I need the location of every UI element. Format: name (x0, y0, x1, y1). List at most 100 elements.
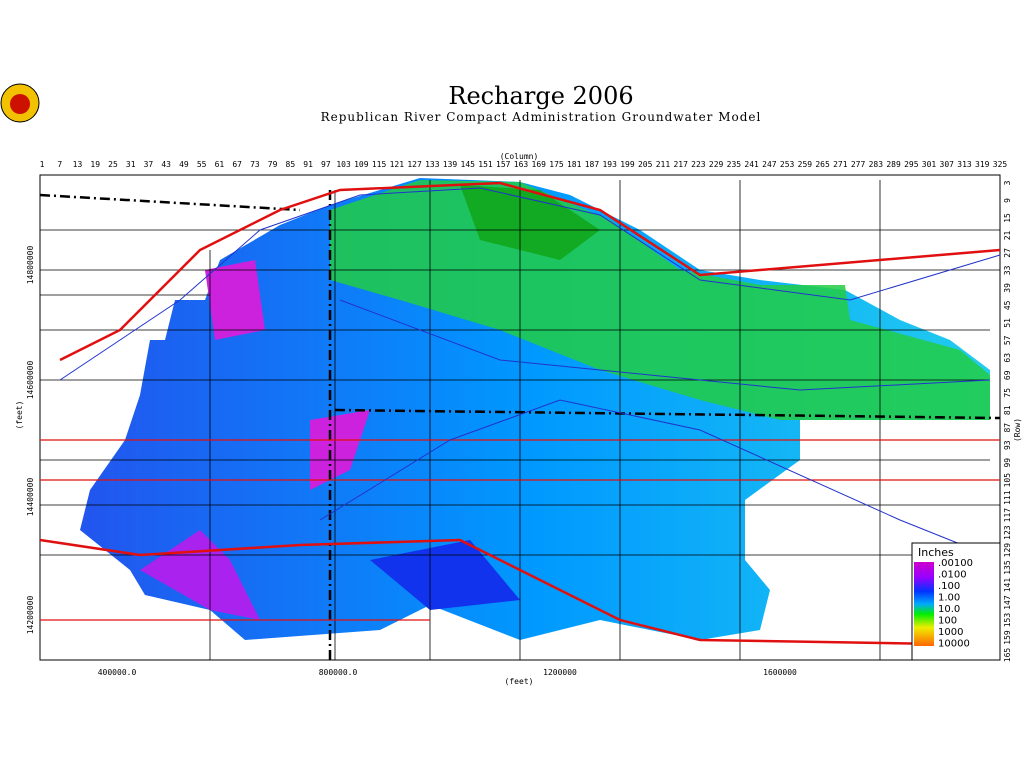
column-tick-label: 169 (532, 160, 547, 169)
column-tick-label: 289 (886, 160, 901, 169)
column-tick-label: 211 (656, 160, 671, 169)
legend-label: 100 (938, 616, 957, 627)
row-tick-label: 99 (1003, 458, 1012, 468)
legend-label: 1000 (938, 627, 963, 638)
road-north (59, 181, 1001, 362)
row-tick-label: 141 (1003, 578, 1012, 593)
column-tick-label: 301 (922, 160, 937, 169)
column-label: (Column) (500, 152, 539, 161)
row-tick-label: 93 (1003, 440, 1012, 450)
column-tick-label: 199 (620, 160, 635, 169)
column-tick-label: 205 (638, 160, 653, 169)
column-tick-label: 319 (975, 160, 990, 169)
column-tick-label: 79 (268, 160, 278, 169)
logo (0, 83, 40, 123)
y-axis-label: (feet) (15, 401, 24, 430)
roads (39, 181, 1001, 647)
column-tick-label: 121 (390, 160, 405, 169)
column-tick-label: 181 (567, 160, 582, 169)
column-tick-label: 1 (40, 160, 45, 169)
column-tick-label: 31 (126, 160, 136, 169)
column-tick-label: 19 (90, 160, 100, 169)
column-tick-label: 103 (336, 160, 351, 169)
legend-title: Inches (918, 546, 954, 559)
row-tick-label: 27 (1003, 248, 1012, 258)
y-tick-label: 14800000 (26, 246, 35, 285)
x-axis-label: (feet) (505, 677, 534, 686)
river-platte (59, 187, 1001, 381)
column-tick-label: 307 (940, 160, 955, 169)
row-tick-label: 147 (1003, 595, 1012, 610)
title: Recharge 2006 (448, 82, 633, 110)
legend-label: 10.0 (938, 604, 960, 615)
river-republican (339, 299, 991, 391)
x-tick-label: 1600000 (763, 668, 797, 677)
legend-label: .0100 (938, 570, 967, 581)
column-tick-label: 271 (833, 160, 848, 169)
y-tick-label: 14200000 (26, 596, 35, 635)
state-line (39, 193, 1001, 420)
column-tick-label: 13 (73, 160, 83, 169)
subtitle: Republican River Compact Administration … (321, 110, 762, 124)
column-tick-label: 91 (303, 160, 313, 169)
x-tick-label: 400000.0 (98, 668, 137, 677)
column-tick-label: 37 (144, 160, 154, 169)
column-tick-label: 253 (780, 160, 795, 169)
column-tick-label: 55 (197, 160, 207, 169)
row-tick-label: 81 (1003, 405, 1012, 415)
column-tick-label: 49 (179, 160, 189, 169)
row-tick-label: 57 (1003, 335, 1012, 345)
legend: Inches (911, 542, 1001, 661)
row-tick-label: 111 (1003, 490, 1012, 505)
row-tick-label: 69 (1003, 370, 1012, 380)
row-tick-label: 87 (1003, 423, 1012, 433)
row-tick-label: 3 (1003, 180, 1012, 185)
column-tick-label: 217 (673, 160, 688, 169)
column-tick-label: 235 (727, 160, 742, 169)
column-tick-label: 7 (57, 160, 62, 169)
row-tick-label: 39 (1003, 283, 1012, 293)
logo-apple (10, 94, 30, 114)
column-tick-label: 43 (161, 160, 171, 169)
row-tick-label: 75 (1003, 388, 1012, 398)
x-tick-label: 1200000 (543, 668, 577, 677)
column-tick-label: 187 (585, 160, 600, 169)
column-tick-label: 151 (478, 160, 493, 169)
column-tick-label: 139 (443, 160, 458, 169)
row-tick-label: 51 (1003, 318, 1012, 328)
rivers (59, 187, 1001, 561)
legend-colorbar (914, 562, 934, 646)
row-tick-label: 21 (1003, 230, 1012, 240)
row-tick-label: 105 (1003, 473, 1012, 488)
dark-blue-zone (370, 540, 520, 610)
column-tick-label: 163 (514, 160, 529, 169)
column-tick-label: 133 (425, 160, 440, 169)
row-tick-label: 63 (1003, 353, 1012, 363)
column-tick-label: 259 (798, 160, 813, 169)
row-tick-label: 117 (1003, 508, 1012, 523)
x-tick-label: 800000.0 (319, 668, 358, 677)
road-south (39, 538, 1001, 647)
column-tick-label: 25 (108, 160, 118, 169)
column-tick-label: 283 (869, 160, 884, 169)
column-tick-label: 85 (286, 160, 296, 169)
row-tick-label: 9 (1003, 198, 1012, 203)
column-tick-label: 265 (815, 160, 830, 169)
column-tick-label: 127 (407, 160, 422, 169)
road-minor (40, 439, 1000, 621)
column-tick-label: 73 (250, 160, 260, 169)
county-lines (39, 180, 1001, 660)
column-tick-label: 145 (461, 160, 476, 169)
county-grid (40, 180, 1000, 660)
row-label: (Row) (1013, 418, 1022, 442)
column-tick-label: 175 (549, 160, 564, 169)
column-tick-label: 229 (709, 160, 724, 169)
magenta-zone-1 (205, 260, 265, 340)
row-tick-label: 123 (1003, 525, 1012, 540)
y-tick-label: 14600000 (26, 361, 35, 400)
column-tick-label: 295 (904, 160, 919, 169)
y-tick-label: 14400000 (26, 478, 35, 517)
row-tick-label: 153 (1003, 613, 1012, 628)
row-tick-label: 159 (1003, 630, 1012, 645)
